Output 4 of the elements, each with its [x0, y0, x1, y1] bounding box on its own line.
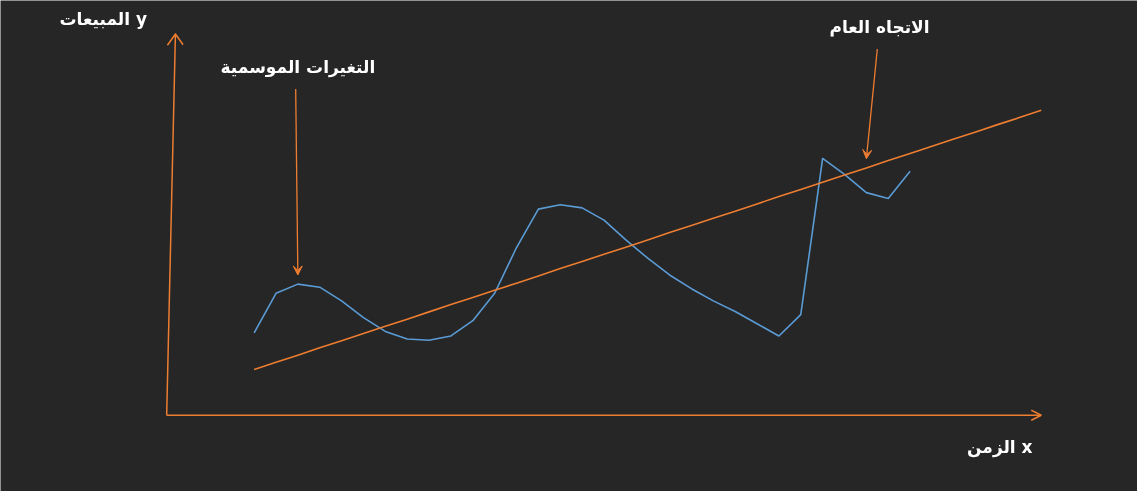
text: التغيرات الموسمية: [220, 56, 376, 78]
text: المبيعات y: [59, 8, 148, 29]
x-axis-title: الزمن x: [967, 436, 1033, 458]
text: الاتجاه العام: [829, 16, 930, 37]
